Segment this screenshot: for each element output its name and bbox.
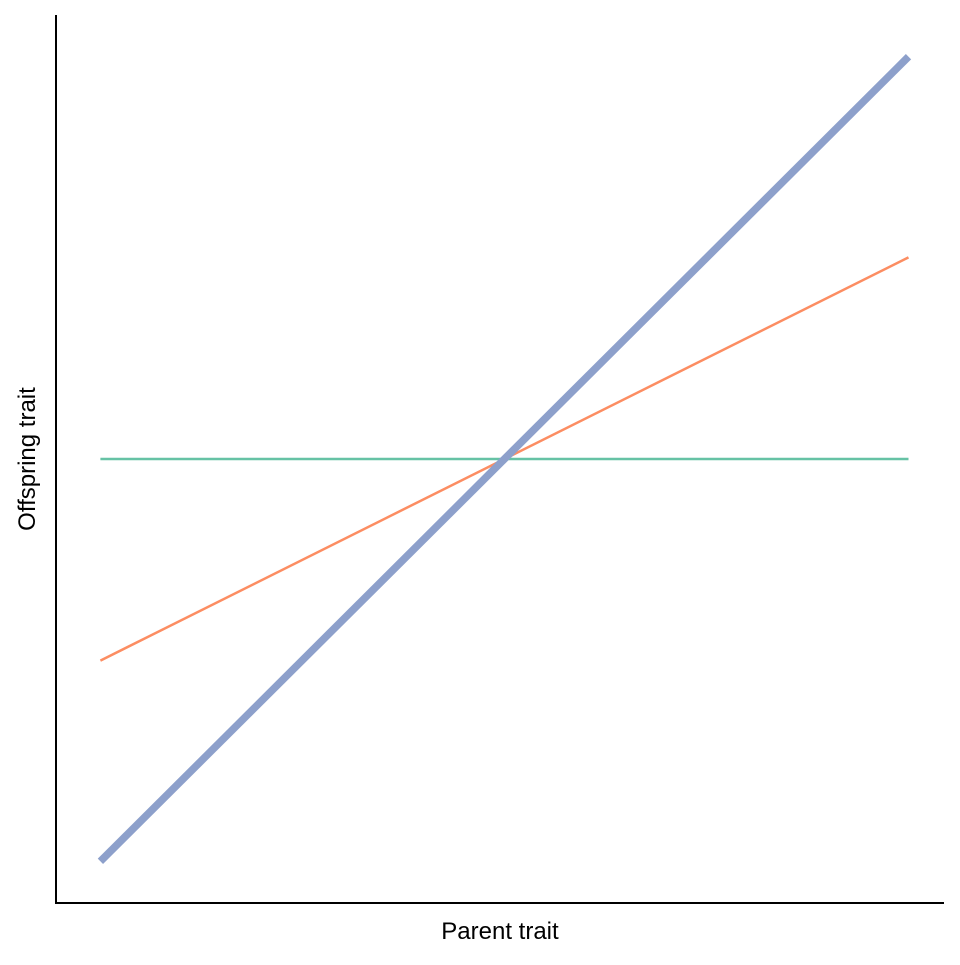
x-axis-label: Parent trait <box>441 918 559 945</box>
series-layer <box>97 54 912 864</box>
y-axis-label: Offspring trait <box>14 387 41 531</box>
series-line-3 <box>97 54 912 864</box>
